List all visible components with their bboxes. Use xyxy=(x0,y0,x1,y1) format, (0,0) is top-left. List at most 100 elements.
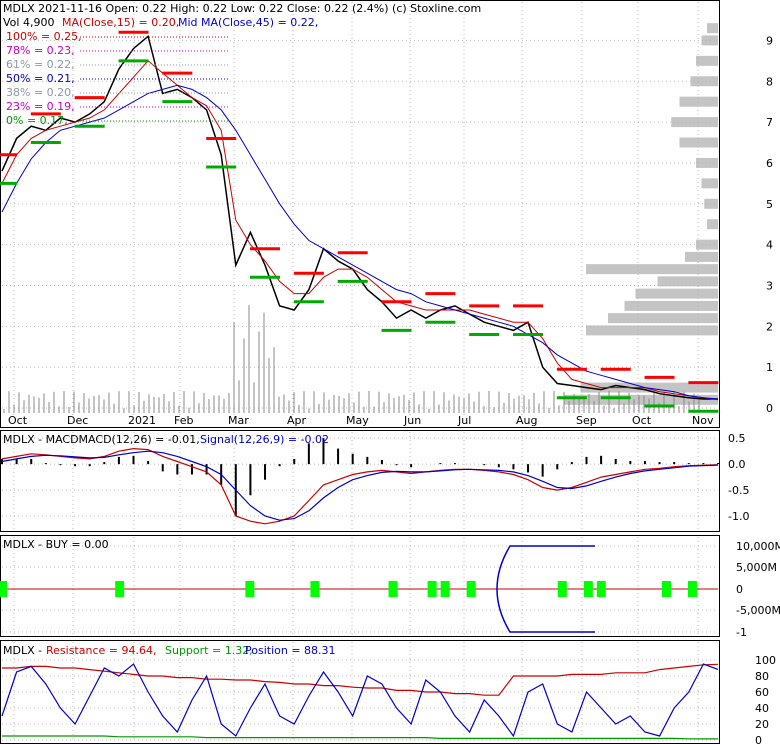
y-tick-label: 3 xyxy=(766,279,773,292)
volume-profile-bar xyxy=(671,117,718,128)
x-tick-label: Oct xyxy=(632,414,652,427)
fib-label: 38% = 0.20, xyxy=(6,86,75,99)
volume-label: Vol 4,900 xyxy=(3,16,54,29)
buy-tick-label: -5,000M xyxy=(736,604,780,617)
y-tick-label: 5 xyxy=(766,198,773,211)
position-tick-label: 20 xyxy=(755,718,769,731)
position-value-label: Position = 88.31 xyxy=(245,644,336,657)
volume-profile-bar xyxy=(586,325,718,336)
volume-profile-bar xyxy=(586,264,718,275)
volume-profile-bar xyxy=(696,157,718,168)
y-tick-label: 9 xyxy=(766,34,773,47)
buy-signal-mark xyxy=(115,581,125,597)
position-series xyxy=(1,663,719,740)
macd-signal-label: Signal(12,26,9) = -0.02 xyxy=(200,433,329,446)
fib-label: 23% = 0.19, xyxy=(6,100,75,113)
buy-signal-mark xyxy=(596,581,606,597)
macd-tick-label: 0.5 xyxy=(728,432,746,445)
position-tick-label: 0 xyxy=(755,734,762,745)
resistance-label: Resistance = 94.64, xyxy=(46,644,156,657)
volume-profile-bar xyxy=(679,96,718,107)
volume-profile-bar xyxy=(624,300,718,311)
buy-bracket xyxy=(496,545,595,633)
volume-profile-bar xyxy=(701,35,718,46)
header-line: MDLX 2021-11-16 Open: 0.22 High: 0.22 Lo… xyxy=(3,2,481,15)
buy-signal-mark xyxy=(583,581,593,597)
buy-label: MDLX - BUY = 0.00 xyxy=(3,538,109,551)
buy-signal-mark xyxy=(0,581,7,597)
fib-label: 78% = 0.23, xyxy=(6,44,75,57)
buy-signal-mark xyxy=(557,581,567,597)
position-line-2 xyxy=(1,663,719,738)
x-tick-label: Jul xyxy=(457,414,471,427)
y-tick-label: 7 xyxy=(766,116,773,129)
y-tick-label: 1 xyxy=(766,361,773,374)
buy-signal-mark xyxy=(388,581,398,597)
position-label-prefix: MDLX - xyxy=(3,644,42,657)
volume-profile-bar xyxy=(690,76,718,87)
buy-signal-mark xyxy=(687,581,697,597)
volume-profile xyxy=(564,23,718,405)
x-tick-label: Aug xyxy=(516,414,537,427)
macd-tick-label: 0.0 xyxy=(728,458,746,471)
axis-ticks: Oct Dec 2021 Feb Mar Apr May Jun Jul Aug Sep Oct Nov… xyxy=(8,34,780,745)
macd-series xyxy=(1,438,719,525)
position-tick-label: 100 xyxy=(755,654,776,667)
fib-label: 100% = 0.25, xyxy=(6,30,82,43)
price-line-1 xyxy=(1,60,719,401)
y-tick-label: 8 xyxy=(766,75,773,88)
ma-slow-label: Mid MA(Close,45) = 0.22, xyxy=(178,16,318,29)
volume-profile-bar xyxy=(696,55,718,66)
position-tick-label: 60 xyxy=(755,686,769,699)
volume-profile-bar xyxy=(685,251,718,262)
price-line-0 xyxy=(1,34,718,400)
volume-profile-bar xyxy=(696,239,718,250)
buy-signal-mark xyxy=(427,581,437,597)
price-series xyxy=(0,30,719,413)
x-tick-label: Nov xyxy=(692,414,714,427)
x-tick-label: Mar xyxy=(228,414,249,427)
buy-tick-label: 10,000M xyxy=(736,540,780,553)
fib-levels: 100% = 0.25,78% = 0.23,61% = 0.22,50% = … xyxy=(6,30,230,127)
x-tick-label: 2021 xyxy=(128,414,156,427)
support-label: Support = 1.32, xyxy=(165,644,253,657)
position-panel xyxy=(0,640,720,744)
buy-signal-mark xyxy=(661,581,671,597)
y-tick-label: 6 xyxy=(766,157,773,170)
volume-profile-bar xyxy=(679,137,718,148)
buy-signal-mark xyxy=(310,581,320,597)
volume-profile-bar xyxy=(580,382,718,393)
macd-tick-label: -1.0 xyxy=(728,510,749,523)
volume-profile-bar xyxy=(707,219,718,230)
buy-tick-label: 5,000M xyxy=(736,561,777,574)
price-line-2 xyxy=(1,84,719,400)
buy-signal-mark xyxy=(440,581,450,597)
macd-tick-label: -0.5 xyxy=(728,484,749,497)
buy-tick-label: 0 xyxy=(736,583,743,596)
price-panel xyxy=(0,0,720,428)
buy-tick-label: -1 xyxy=(736,626,747,639)
macd-label: MDLX - MACDMACD(12,26) = -0.01, xyxy=(3,433,200,446)
buy-signal-mark xyxy=(245,581,255,597)
buy-signal-mark xyxy=(466,581,476,597)
fib-label: 61% = 0.22, xyxy=(6,58,75,71)
macd-panel xyxy=(0,430,720,532)
ma-fast-label: MA(Close,15) = 0.20, xyxy=(62,16,179,29)
position-tick-label: 40 xyxy=(755,702,769,715)
volume-profile-bar xyxy=(704,198,718,209)
x-tick-label: Jun xyxy=(403,414,421,427)
buy-signals xyxy=(0,545,718,633)
x-tick-label: May xyxy=(346,414,369,427)
fib-label: 50% = 0.21, xyxy=(6,72,75,85)
fib-label: 0% = 0.17, xyxy=(6,114,68,127)
volume-profile-bar xyxy=(701,178,718,189)
volume-profile-bar xyxy=(657,276,718,287)
x-tick-label: Dec xyxy=(67,414,88,427)
position-line-1 xyxy=(2,735,718,740)
volume-profile-bar xyxy=(635,288,718,299)
x-tick-label: Sep xyxy=(576,414,597,427)
y-tick-label: 0 xyxy=(766,402,773,415)
volume-profile-bar xyxy=(707,23,718,34)
y-tick-label: 4 xyxy=(766,239,773,252)
volume-profile-bar xyxy=(564,394,718,405)
